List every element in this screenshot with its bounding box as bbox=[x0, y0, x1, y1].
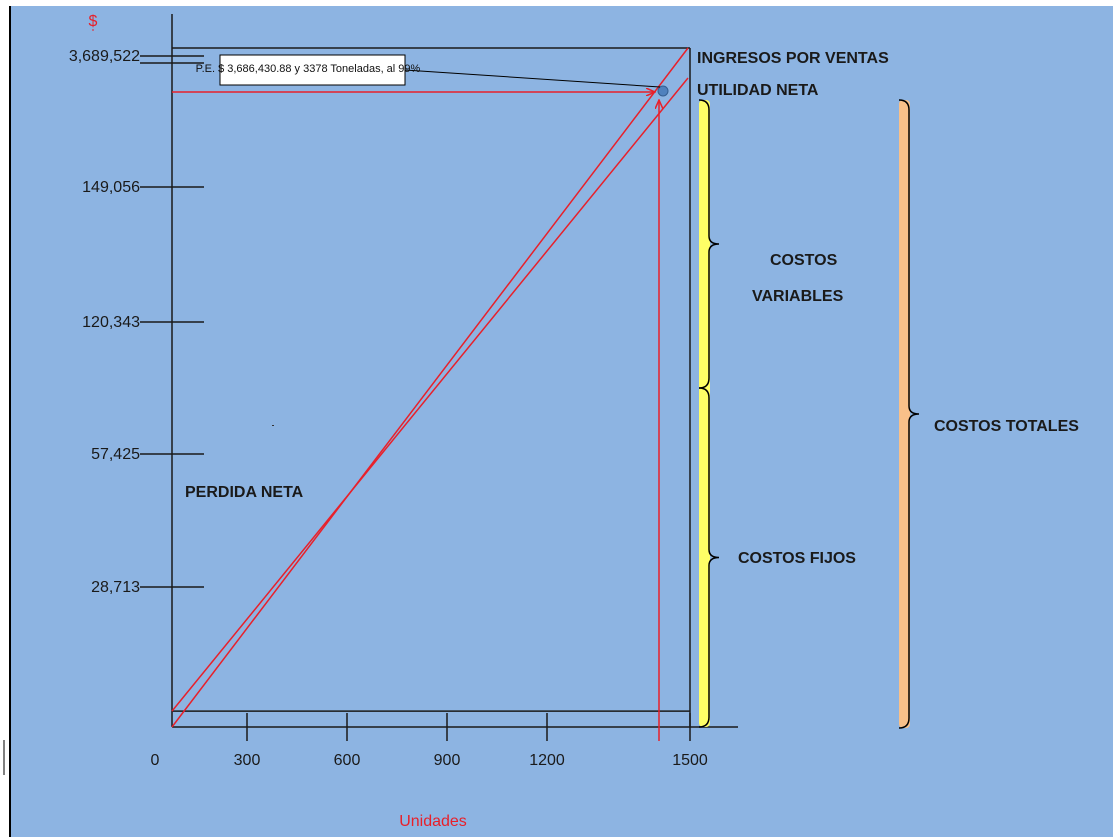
y-tick-label: 120,343 bbox=[82, 314, 140, 331]
costos-variables-label-line1: COSTOS bbox=[770, 252, 838, 269]
x-axis-label: Unidades bbox=[399, 813, 467, 830]
y-tick-label: 28,713 bbox=[91, 579, 140, 596]
x-tick-label: 0 bbox=[151, 752, 160, 769]
callout-pointer bbox=[404, 69, 661, 88]
break-even-callout-text: P.E. $ 3,686,430.88 y 3378 Toneladas, al… bbox=[196, 63, 421, 75]
x-tick-label: 1500 bbox=[672, 752, 708, 769]
brace-fill-orange bbox=[899, 100, 910, 728]
series-line-costos-totales bbox=[171, 77, 689, 712]
ingresos-label: INGRESOS POR VENTAS bbox=[697, 50, 889, 67]
x-tick-label: 1200 bbox=[529, 752, 565, 769]
costos-variables-label-line2: VARIABLES bbox=[752, 288, 844, 305]
y-tick-label: 149,056 bbox=[82, 179, 140, 196]
series-line-ingresos bbox=[171, 47, 689, 728]
break-even-point bbox=[657, 85, 669, 97]
utilidad-neta-label: UTILIDAD NETA bbox=[697, 82, 819, 99]
x-tick-label: 300 bbox=[234, 752, 261, 769]
chart-text: $ Unidades INGRESOS POR VENTAS UTILIDAD … bbox=[89, 13, 1080, 830]
perdida-neta-label: PERDIDA NETA bbox=[185, 484, 304, 501]
y-axis-label: $ bbox=[89, 13, 98, 30]
brace-fill-yellow bbox=[699, 100, 710, 727]
costos-fijos-label: COSTOS FIJOS bbox=[738, 550, 856, 567]
y-tick-label: 3,689,522 bbox=[69, 48, 140, 65]
y-tick-label: 57,425 bbox=[91, 446, 140, 463]
x-tick-label: 600 bbox=[334, 752, 361, 769]
break-even-callout-box bbox=[219, 54, 406, 86]
chart-marks: 28,713 57,425 120,343 149,056 3,689,522 0 300 6… bbox=[3, 6, 920, 837]
brace-costos-totales bbox=[898, 99, 920, 729]
costos-totales-label: COSTOS TOTALES bbox=[934, 418, 1079, 435]
brace-costos-fijos bbox=[698, 387, 720, 728]
x-tick-label: 900 bbox=[434, 752, 461, 769]
stray-dot bbox=[272, 425, 274, 426]
brace-costos-variables bbox=[698, 99, 720, 389]
